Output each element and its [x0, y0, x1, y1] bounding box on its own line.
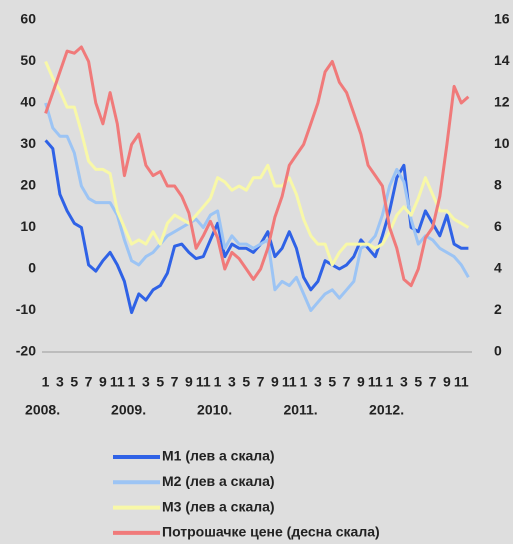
x-tick-label: 5: [242, 374, 250, 390]
series-line: [44, 45, 470, 288]
x-tick-label: 7: [257, 374, 265, 390]
x-tick-label: 11: [196, 374, 211, 390]
x-tick-label: 3: [56, 374, 64, 390]
year-label: 2008.: [25, 402, 60, 418]
series-line: [44, 60, 470, 267]
year-label: 2012.: [369, 402, 404, 418]
y2-tick-label: 10: [494, 135, 510, 151]
x-tick-label: 7: [429, 374, 437, 390]
x-tick-label: 11: [282, 374, 297, 390]
year-label: 2009.: [111, 402, 146, 418]
x-tick-label: 3: [228, 374, 236, 390]
x-tick-label: 7: [85, 374, 93, 390]
y2-tick-label: 4: [494, 260, 502, 276]
series-line: [44, 102, 470, 312]
x-tick-label: 7: [171, 374, 179, 390]
x-tick-label: 1: [42, 374, 50, 390]
y-tick-label: 0: [28, 260, 36, 276]
y2-tick-label: 16: [494, 11, 510, 27]
x-tick-label: 3: [314, 374, 322, 390]
x-tick-label: 5: [70, 374, 78, 390]
x-tick-label: 11: [454, 374, 469, 390]
legend-label: Потрошачке цене (десна скала): [162, 524, 380, 540]
y-tick-label: 50: [20, 52, 36, 68]
year-label: 2011.: [283, 402, 317, 418]
x-tick-label: 5: [414, 374, 422, 390]
y2-tick-label: 6: [494, 218, 502, 234]
legend-label: M3 (лев а скала): [162, 498, 275, 514]
x-tick-label: 11: [368, 374, 383, 390]
y-tick-label: -20: [16, 343, 36, 359]
legend-label: M1 (лев а скала): [162, 448, 275, 464]
year-label: 2010.: [197, 402, 232, 418]
x-tick-label: 5: [156, 374, 164, 390]
y-tick-label: 60: [20, 11, 36, 27]
x-tick-label: 1: [128, 374, 136, 390]
x-tick-label: 9: [443, 374, 451, 390]
x-tick-label: 1: [214, 374, 222, 390]
y2-tick-label: 0: [494, 343, 502, 359]
y-tick-label: 20: [20, 177, 36, 193]
x-tick-label: 9: [271, 374, 279, 390]
legend-label: M2 (лев а скала): [162, 473, 275, 489]
x-tick-label: 9: [99, 374, 107, 390]
x-tick-label: 5: [328, 374, 336, 390]
y2-tick-label: 14: [494, 52, 510, 68]
x-tick-label: 9: [357, 374, 365, 390]
y-tick-label: 40: [20, 94, 36, 110]
x-tick-label: 3: [142, 374, 150, 390]
y-tick-label: -10: [16, 301, 36, 317]
x-tick-label: 9: [185, 374, 193, 390]
y2-tick-label: 2: [494, 301, 502, 317]
x-tick-label: 1: [386, 374, 394, 390]
y2-tick-label: 12: [494, 94, 510, 110]
series-line: [44, 139, 469, 315]
y-tick-label: 30: [20, 135, 36, 151]
x-tick-label: 7: [343, 374, 351, 390]
x-tick-label: 11: [110, 374, 125, 390]
y-tick-label: 10: [20, 218, 36, 234]
x-tick-label: 3: [400, 374, 408, 390]
x-tick-label: 1: [300, 374, 308, 390]
y2-tick-label: 8: [494, 177, 502, 193]
